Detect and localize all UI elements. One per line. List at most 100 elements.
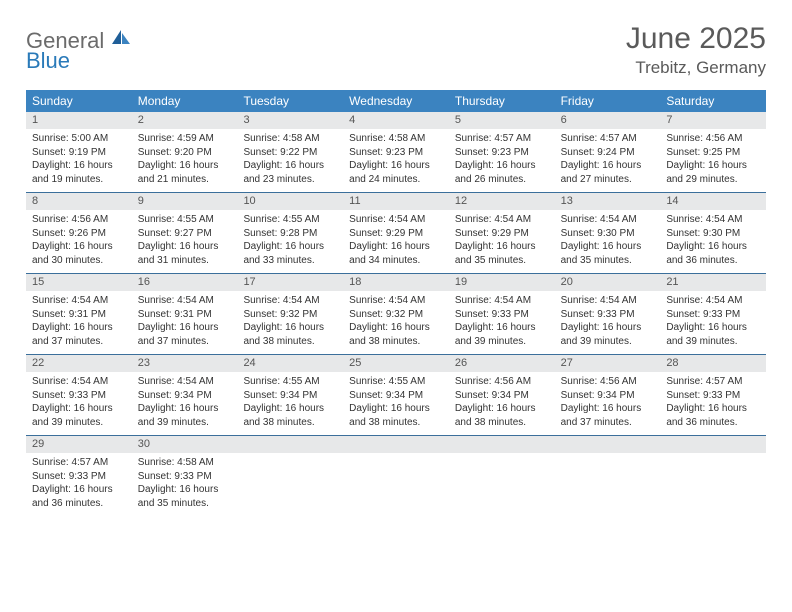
day-cell: 5Sunrise: 4:57 AMSunset: 9:23 PMDaylight… — [449, 112, 555, 192]
day-number — [449, 436, 555, 453]
daylight-text: Daylight: 16 hours and 33 minutes. — [243, 240, 337, 267]
day-details: Sunrise: 4:57 AMSunset: 9:24 PMDaylight:… — [555, 129, 661, 186]
day-cell: 1Sunrise: 5:00 AMSunset: 9:19 PMDaylight… — [26, 112, 132, 192]
day-details: Sunrise: 4:56 AMSunset: 9:26 PMDaylight:… — [26, 210, 132, 267]
calendar-page: General June 2025 Trebitz, Germany Blue … — [0, 0, 792, 516]
day-details: Sunrise: 4:54 AMSunset: 9:31 PMDaylight:… — [132, 291, 238, 348]
day-cell: 20Sunrise: 4:54 AMSunset: 9:33 PMDayligh… — [555, 274, 661, 354]
day-details: Sunrise: 5:00 AMSunset: 9:19 PMDaylight:… — [26, 129, 132, 186]
day-details: Sunrise: 4:55 AMSunset: 9:28 PMDaylight:… — [237, 210, 343, 267]
logo-sail-icon — [110, 28, 132, 51]
dayhead-row: Sunday Monday Tuesday Wednesday Thursday… — [26, 90, 766, 112]
dayhead-thursday: Thursday — [449, 90, 555, 112]
day-cell: 27Sunrise: 4:56 AMSunset: 9:34 PMDayligh… — [555, 355, 661, 435]
day-number: 22 — [26, 355, 132, 372]
day-details: Sunrise: 4:54 AMSunset: 9:30 PMDaylight:… — [555, 210, 661, 267]
sunset-text: Sunset: 9:19 PM — [32, 146, 126, 160]
sunrise-text: Sunrise: 4:54 AM — [455, 213, 549, 227]
daylight-text: Daylight: 16 hours and 27 minutes. — [561, 159, 655, 186]
day-cell: 3Sunrise: 4:58 AMSunset: 9:22 PMDaylight… — [237, 112, 343, 192]
daylight-text: Daylight: 16 hours and 39 minutes. — [32, 402, 126, 429]
daylight-text: Daylight: 16 hours and 39 minutes. — [561, 321, 655, 348]
day-cell: 8Sunrise: 4:56 AMSunset: 9:26 PMDaylight… — [26, 193, 132, 273]
sunrise-text: Sunrise: 4:56 AM — [666, 132, 760, 146]
header: General June 2025 Trebitz, Germany — [26, 22, 766, 78]
day-number: 1 — [26, 112, 132, 129]
sunrise-text: Sunrise: 4:56 AM — [455, 375, 549, 389]
sunrise-text: Sunrise: 4:54 AM — [32, 375, 126, 389]
sunset-text: Sunset: 9:25 PM — [666, 146, 760, 160]
day-number: 17 — [237, 274, 343, 291]
sunset-text: Sunset: 9:22 PM — [243, 146, 337, 160]
day-cell: 9Sunrise: 4:55 AMSunset: 9:27 PMDaylight… — [132, 193, 238, 273]
day-number: 16 — [132, 274, 238, 291]
daylight-text: Daylight: 16 hours and 38 minutes. — [455, 402, 549, 429]
day-cell: 18Sunrise: 4:54 AMSunset: 9:32 PMDayligh… — [343, 274, 449, 354]
logo-blue-word: Blue — [26, 48, 70, 74]
sunset-text: Sunset: 9:27 PM — [138, 227, 232, 241]
daylight-text: Daylight: 16 hours and 37 minutes. — [32, 321, 126, 348]
day-cell: 2Sunrise: 4:59 AMSunset: 9:20 PMDaylight… — [132, 112, 238, 192]
sunset-text: Sunset: 9:26 PM — [32, 227, 126, 241]
day-details: Sunrise: 4:54 AMSunset: 9:33 PMDaylight:… — [449, 291, 555, 348]
sunrise-text: Sunrise: 4:57 AM — [32, 456, 126, 470]
daylight-text: Daylight: 16 hours and 34 minutes. — [349, 240, 443, 267]
day-details: Sunrise: 4:54 AMSunset: 9:29 PMDaylight:… — [343, 210, 449, 267]
sunset-text: Sunset: 9:33 PM — [666, 308, 760, 322]
day-details: Sunrise: 4:54 AMSunset: 9:30 PMDaylight:… — [660, 210, 766, 267]
sunrise-text: Sunrise: 4:55 AM — [243, 375, 337, 389]
day-number — [660, 436, 766, 453]
dayhead-saturday: Saturday — [660, 90, 766, 112]
day-details: Sunrise: 4:54 AMSunset: 9:33 PMDaylight:… — [26, 372, 132, 429]
day-details: Sunrise: 4:57 AMSunset: 9:23 PMDaylight:… — [449, 129, 555, 186]
week-row: 15Sunrise: 4:54 AMSunset: 9:31 PMDayligh… — [26, 274, 766, 355]
day-details: Sunrise: 4:57 AMSunset: 9:33 PMDaylight:… — [660, 372, 766, 429]
day-number — [237, 436, 343, 453]
day-cell: 22Sunrise: 4:54 AMSunset: 9:33 PMDayligh… — [26, 355, 132, 435]
day-number: 26 — [449, 355, 555, 372]
day-number: 24 — [237, 355, 343, 372]
day-cell: 24Sunrise: 4:55 AMSunset: 9:34 PMDayligh… — [237, 355, 343, 435]
day-cell: 29Sunrise: 4:57 AMSunset: 9:33 PMDayligh… — [26, 436, 132, 516]
day-number: 10 — [237, 193, 343, 210]
sunrise-text: Sunrise: 4:54 AM — [349, 213, 443, 227]
month-title: June 2025 — [626, 22, 766, 56]
day-cell: 14Sunrise: 4:54 AMSunset: 9:30 PMDayligh… — [660, 193, 766, 273]
day-number: 4 — [343, 112, 449, 129]
sunrise-text: Sunrise: 5:00 AM — [32, 132, 126, 146]
day-number — [343, 436, 449, 453]
daylight-text: Daylight: 16 hours and 36 minutes. — [666, 402, 760, 429]
sunrise-text: Sunrise: 4:57 AM — [561, 132, 655, 146]
sunset-text: Sunset: 9:28 PM — [243, 227, 337, 241]
day-cell: 16Sunrise: 4:54 AMSunset: 9:31 PMDayligh… — [132, 274, 238, 354]
day-details: Sunrise: 4:58 AMSunset: 9:23 PMDaylight:… — [343, 129, 449, 186]
day-number: 12 — [449, 193, 555, 210]
sunrise-text: Sunrise: 4:55 AM — [243, 213, 337, 227]
day-details: Sunrise: 4:54 AMSunset: 9:34 PMDaylight:… — [132, 372, 238, 429]
dayhead-friday: Friday — [555, 90, 661, 112]
day-number: 7 — [660, 112, 766, 129]
dayhead-tuesday: Tuesday — [237, 90, 343, 112]
day-details: Sunrise: 4:54 AMSunset: 9:33 PMDaylight:… — [660, 291, 766, 348]
daylight-text: Daylight: 16 hours and 37 minutes. — [561, 402, 655, 429]
sunset-text: Sunset: 9:29 PM — [455, 227, 549, 241]
daylight-text: Daylight: 16 hours and 39 minutes. — [455, 321, 549, 348]
day-details: Sunrise: 4:59 AMSunset: 9:20 PMDaylight:… — [132, 129, 238, 186]
daylight-text: Daylight: 16 hours and 38 minutes. — [243, 402, 337, 429]
daylight-text: Daylight: 16 hours and 26 minutes. — [455, 159, 549, 186]
day-cell: 10Sunrise: 4:55 AMSunset: 9:28 PMDayligh… — [237, 193, 343, 273]
sunset-text: Sunset: 9:31 PM — [138, 308, 232, 322]
location-label: Trebitz, Germany — [626, 58, 766, 78]
sunrise-text: Sunrise: 4:54 AM — [32, 294, 126, 308]
day-number: 20 — [555, 274, 661, 291]
day-number: 14 — [660, 193, 766, 210]
day-details: Sunrise: 4:58 AMSunset: 9:22 PMDaylight:… — [237, 129, 343, 186]
sunrise-text: Sunrise: 4:54 AM — [349, 294, 443, 308]
day-cell — [449, 436, 555, 516]
sunset-text: Sunset: 9:32 PM — [349, 308, 443, 322]
sunset-text: Sunset: 9:34 PM — [561, 389, 655, 403]
day-number: 29 — [26, 436, 132, 453]
sunrise-text: Sunrise: 4:54 AM — [138, 294, 232, 308]
day-cell: 28Sunrise: 4:57 AMSunset: 9:33 PMDayligh… — [660, 355, 766, 435]
day-number: 2 — [132, 112, 238, 129]
